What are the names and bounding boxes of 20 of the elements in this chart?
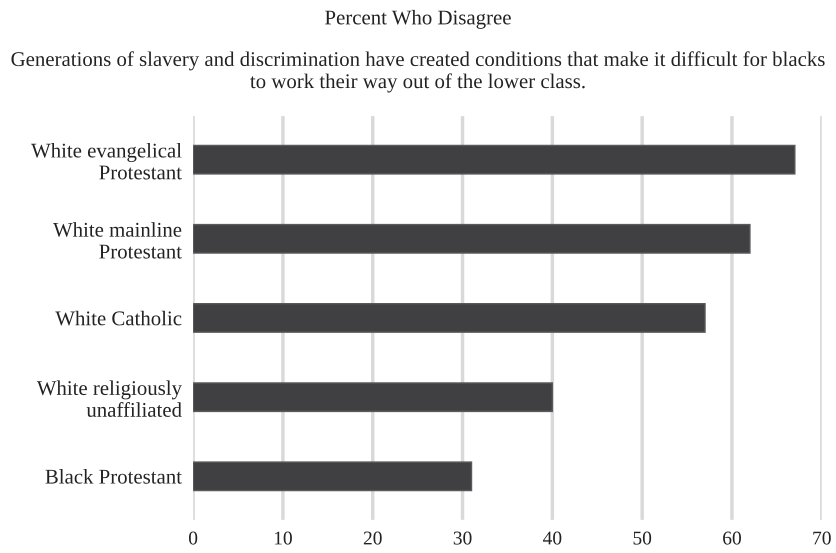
x-tick-label: 70: [813, 531, 831, 545]
bar: [193, 303, 706, 333]
x-tick-label: 60: [723, 531, 741, 545]
chart-title: Percent Who Disagree: [325, 10, 511, 29]
x-tick-label: 20: [364, 531, 382, 545]
x-tick-label: 30: [454, 531, 472, 545]
x-tick-label: 50: [634, 531, 652, 545]
y-tick-label: White religiously unaffiliated: [36, 380, 182, 417]
bar: [193, 224, 751, 254]
bar: [193, 382, 554, 412]
x-tick-label: 40: [543, 531, 562, 545]
x-tick-label: 10: [274, 531, 292, 545]
chart-subtitle: Generations of slavery and discrimination have created conditions that make it difficult for blacks to work their way out of the lower class.: [11, 51, 825, 93]
y-tick-label: Black Protestant: [45, 469, 182, 484]
bar: [193, 461, 472, 492]
y-tick-label: White Catholic: [55, 310, 182, 326]
y-tick-label: White evangelical Protestant: [31, 142, 182, 180]
x-tick-label: 0: [188, 531, 198, 545]
bar: [193, 144, 796, 175]
y-tick-label: White mainline Protestant: [53, 222, 182, 259]
